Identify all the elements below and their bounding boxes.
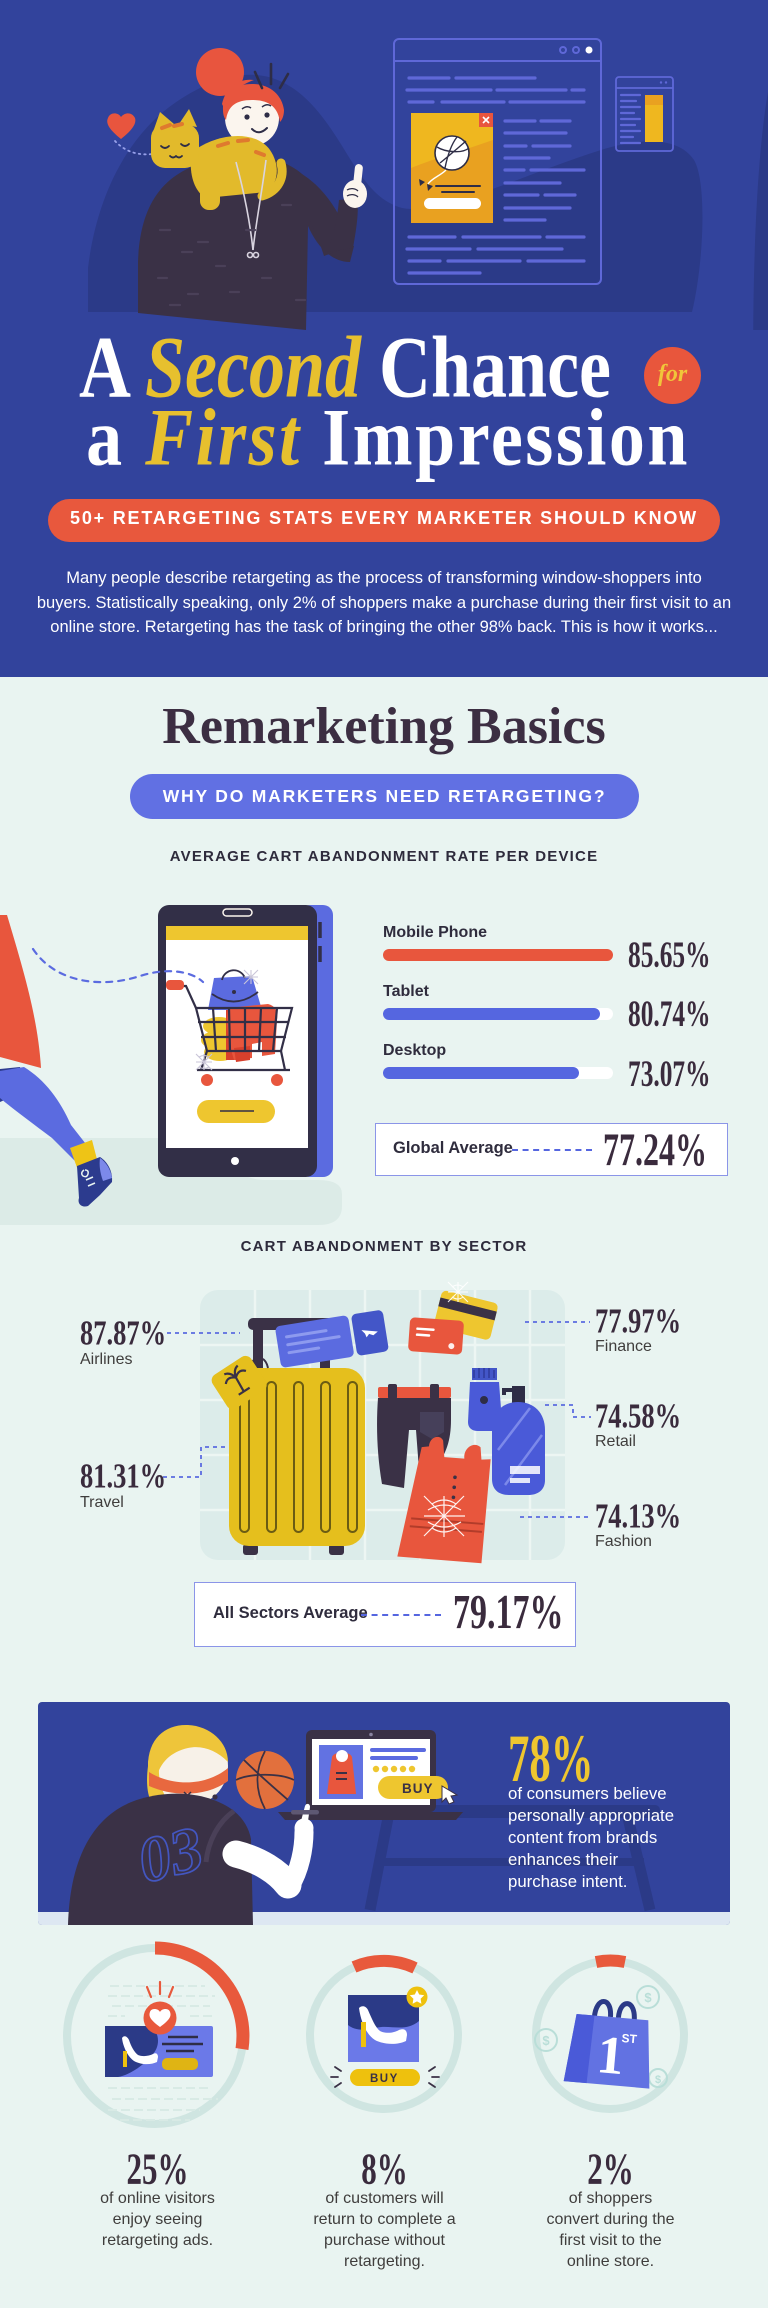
svg-text:$: $ [644,1990,652,2005]
svg-text:1: 1 [595,2024,627,2086]
svg-text:BUY: BUY [370,2073,399,2085]
svg-text:BUY: BUY [402,1781,434,1796]
svg-text:$: $ [655,2074,661,2086]
svg-text:$: $ [542,2033,550,2048]
svg-text:ST: ST [621,2031,638,2046]
